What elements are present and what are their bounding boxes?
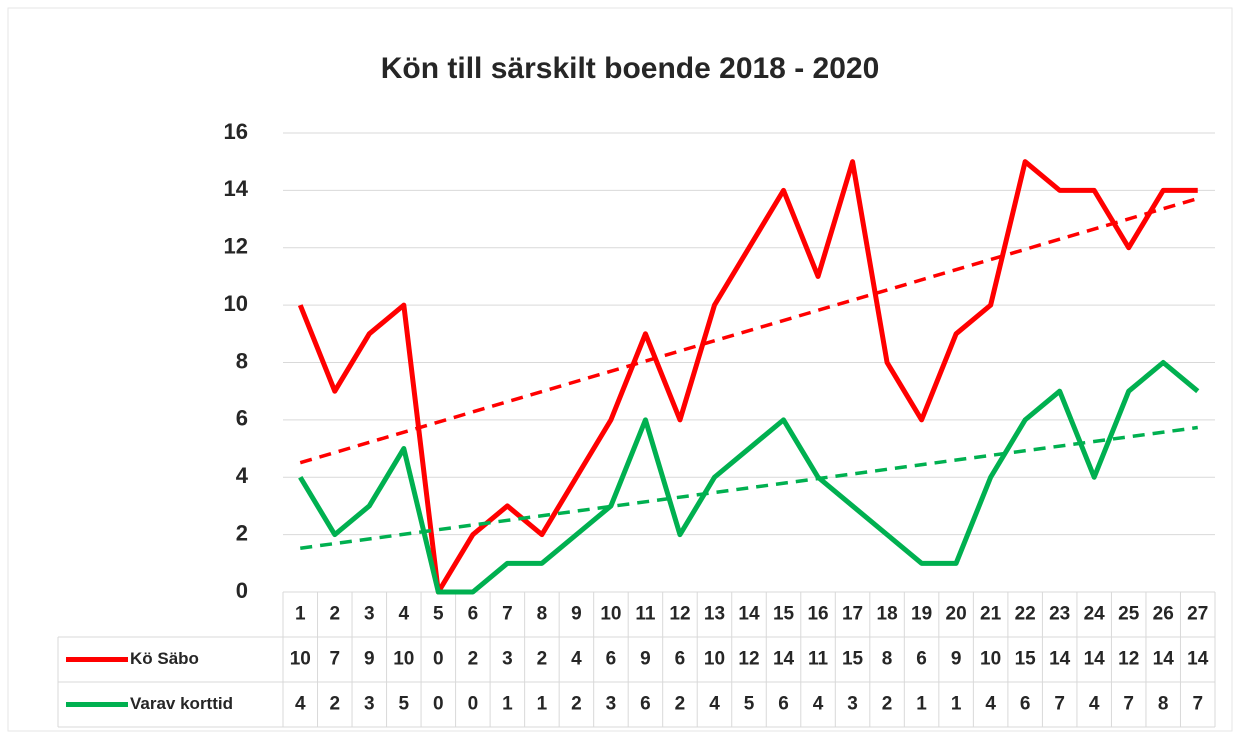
y-tick-label: 14 <box>224 176 249 201</box>
y-tick-label: 12 <box>224 234 248 259</box>
table-value: 7 <box>1192 694 1203 715</box>
table-value: 6 <box>778 694 789 715</box>
trend-line <box>299 196 1199 465</box>
table-value: 0 <box>433 649 444 670</box>
table-value: 4 <box>295 694 306 715</box>
table-value: 15 <box>1015 649 1037 670</box>
chart-title: Kön till särskilt boende 2018 - 2020 <box>381 52 880 85</box>
legend-label: Varav korttid <box>130 694 233 713</box>
x-tick-label: 1 <box>295 604 306 625</box>
y-tick-label: 0 <box>236 578 248 603</box>
table-value: 8 <box>882 649 893 670</box>
table-value: 5 <box>399 694 410 715</box>
table-value: 7 <box>1054 694 1065 715</box>
table-value: 2 <box>675 694 686 715</box>
table-value: 12 <box>1118 649 1139 670</box>
x-tick-label: 9 <box>571 604 582 625</box>
chart-frame <box>7 7 1233 732</box>
table-value: 4 <box>813 694 824 715</box>
table-value: 14 <box>1084 649 1106 670</box>
table-value: 3 <box>606 694 617 715</box>
x-tick-label: 19 <box>911 604 932 625</box>
y-tick-label: 16 <box>224 119 248 144</box>
table-value: 9 <box>951 649 962 670</box>
table-value: 14 <box>1153 649 1175 670</box>
y-tick-label: 10 <box>224 291 248 316</box>
table-value: 4 <box>709 694 720 715</box>
table-value: 14 <box>1187 649 1209 670</box>
table-value: 7 <box>1123 694 1134 715</box>
x-tick-label: 6 <box>468 604 479 625</box>
x-tick-label: 15 <box>773 604 795 625</box>
table-value: 12 <box>738 649 759 670</box>
x-tick-label: 2 <box>329 604 340 625</box>
y-tick-label: 2 <box>236 520 248 545</box>
x-tick-label: 5 <box>433 604 444 625</box>
x-tick-label: 10 <box>600 604 621 625</box>
table-value: 6 <box>640 694 651 715</box>
table-value: 3 <box>364 694 375 715</box>
table-value: 14 <box>773 649 795 670</box>
x-tick-label: 16 <box>807 604 828 625</box>
x-tick-label: 3 <box>364 604 375 625</box>
x-tick-label: 4 <box>399 604 410 625</box>
y-tick-label: 8 <box>236 348 248 373</box>
x-tick-label: 18 <box>877 604 898 625</box>
table-value: 0 <box>468 694 479 715</box>
table-value: 6 <box>1020 694 1031 715</box>
x-tick-label: 13 <box>704 604 725 625</box>
x-tick-label: 17 <box>842 604 863 625</box>
trend-line <box>300 425 1198 550</box>
table-value: 8 <box>1158 694 1169 715</box>
table-value: 2 <box>537 649 548 670</box>
table-value: 14 <box>1049 649 1071 670</box>
table-value: 4 <box>985 694 996 715</box>
x-tick-label: 25 <box>1118 604 1140 625</box>
table-value: 3 <box>502 649 513 670</box>
table-value: 1 <box>916 694 927 715</box>
table-value: 4 <box>571 649 582 670</box>
table-value: 2 <box>329 694 340 715</box>
table-value: 9 <box>640 649 651 670</box>
table-value: 1 <box>951 694 962 715</box>
table-value: 2 <box>571 694 582 715</box>
table-value: 3 <box>847 694 858 715</box>
series-line <box>297 159 1198 595</box>
table-value: 2 <box>882 694 893 715</box>
table-value: 9 <box>364 649 375 670</box>
table-value: 1 <box>537 694 548 715</box>
table-value: 10 <box>980 649 1001 670</box>
table-value: 10 <box>290 649 311 670</box>
series-line <box>298 360 1200 595</box>
y-tick-label: 6 <box>236 406 248 431</box>
table-value: 15 <box>842 649 864 670</box>
table-value: 10 <box>393 649 414 670</box>
table-value: 6 <box>675 649 686 670</box>
x-tick-label: 23 <box>1049 604 1070 625</box>
table-value: 4 <box>1089 694 1100 715</box>
x-tick-label: 7 <box>502 604 513 625</box>
x-tick-label: 21 <box>980 604 1002 625</box>
x-tick-label: 12 <box>669 604 690 625</box>
x-tick-label: 24 <box>1084 604 1106 625</box>
table-value: 10 <box>704 649 725 670</box>
x-tick-label: 20 <box>946 604 967 625</box>
table-value: 5 <box>744 694 755 715</box>
table-value: 0 <box>433 694 444 715</box>
table-value: 6 <box>606 649 617 670</box>
x-tick-label: 26 <box>1153 604 1174 625</box>
table-value: 1 <box>502 694 513 715</box>
x-tick-label: 14 <box>738 604 760 625</box>
x-tick-label: 27 <box>1187 604 1208 625</box>
x-tick-label: 8 <box>537 604 548 625</box>
table-value: 7 <box>329 649 340 670</box>
x-tick-label: 22 <box>1015 604 1036 625</box>
table-value: 2 <box>468 649 479 670</box>
y-tick-label: 4 <box>236 463 249 488</box>
legend-label: Kö Säbo <box>130 649 199 668</box>
table-value: 11 <box>808 649 829 670</box>
x-tick-label: 11 <box>635 604 656 625</box>
table-value: 6 <box>916 649 927 670</box>
